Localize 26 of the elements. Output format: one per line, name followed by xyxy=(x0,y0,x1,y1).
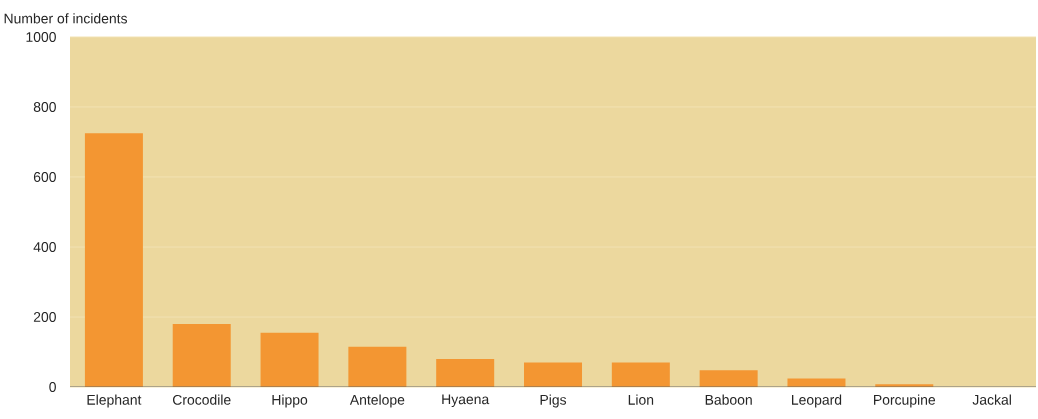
y-axis-title: Number of incidents xyxy=(4,13,128,24)
y-tick-label: 800 xyxy=(33,102,56,112)
y-tick-label: 200 xyxy=(33,312,56,322)
x-tick-label: Hippo xyxy=(272,394,308,408)
x-tick-label: Baboon xyxy=(705,394,752,405)
x-tick-label: Porcupine xyxy=(874,394,936,408)
bar xyxy=(611,362,670,387)
x-tick-label: Pigs xyxy=(540,394,567,408)
bar xyxy=(436,359,495,387)
x-tick-label: Jackal xyxy=(972,394,1011,405)
bar xyxy=(172,324,231,387)
x-tick-label: Elephant xyxy=(87,394,142,408)
bar xyxy=(84,133,143,387)
bar xyxy=(524,362,583,387)
y-tick-label: 1000 xyxy=(26,32,56,42)
x-tick-label: Lion xyxy=(628,394,654,405)
x-tick-label: Leopard xyxy=(792,394,842,408)
bar xyxy=(260,332,319,387)
x-tick-label: Antelope xyxy=(349,394,405,408)
x-tick-label: Crocodile xyxy=(172,394,231,405)
bar xyxy=(348,346,407,387)
y-tick-label: 400 xyxy=(33,242,56,252)
x-tick-label: Hyaena xyxy=(442,394,490,408)
bar xyxy=(699,370,758,387)
y-tick-label: 0 xyxy=(49,382,56,392)
y-tick-label: 600 xyxy=(33,172,56,182)
